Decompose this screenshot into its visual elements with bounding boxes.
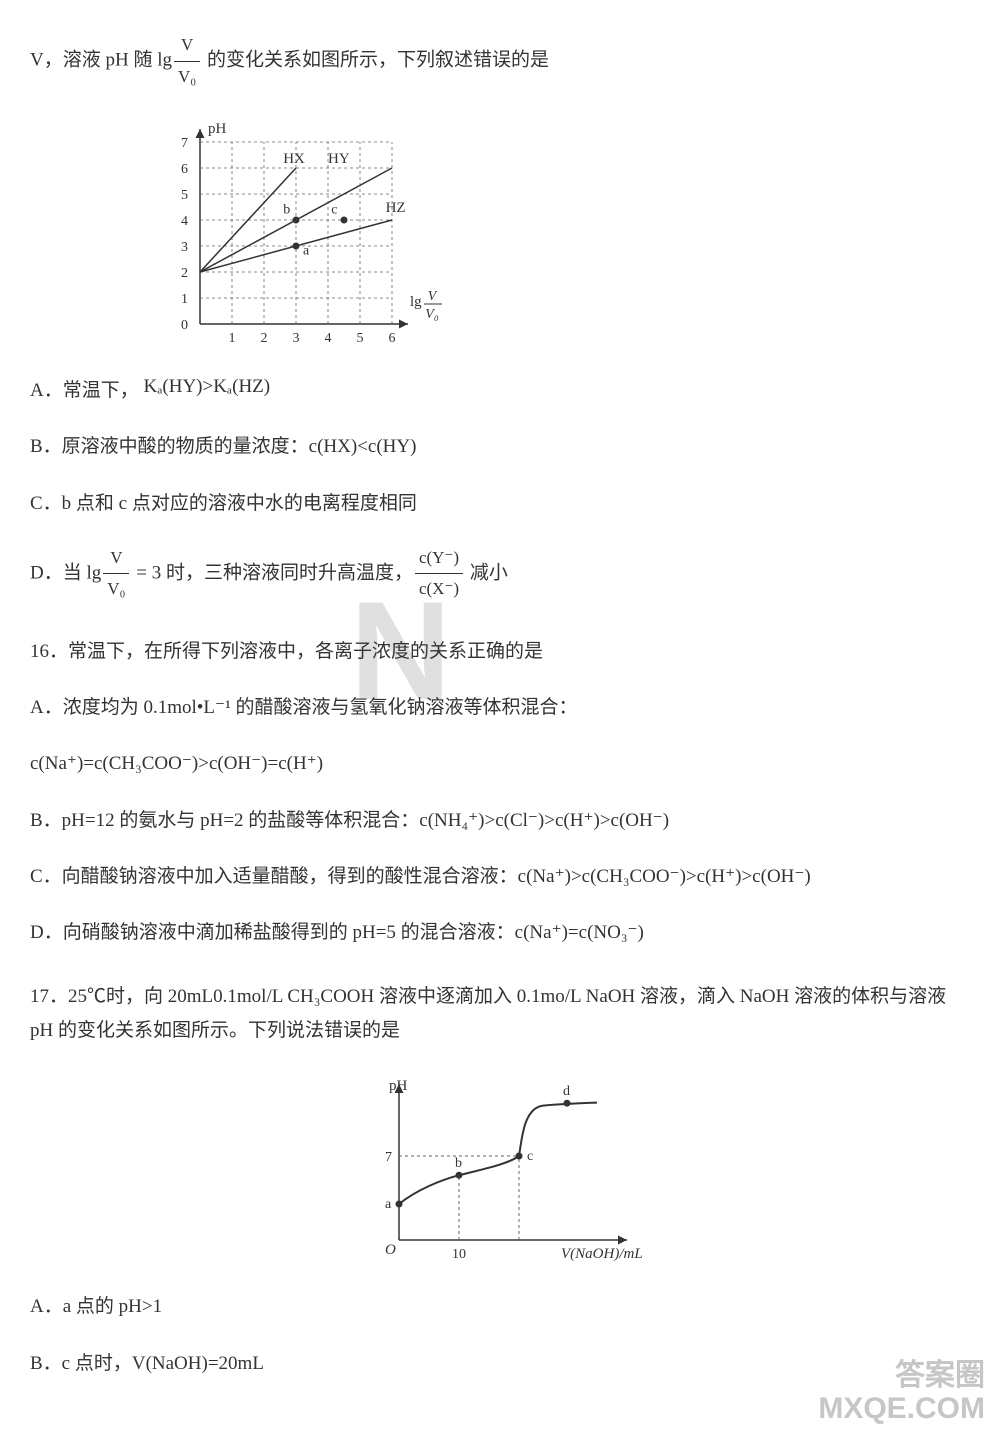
q16-option-d: D．向硝酸钠溶液中滴加稀盐酸得到的 pH=5 的混合溶液：c(Na⁺)=c(NO…: [30, 916, 967, 950]
svg-text:7: 7: [385, 1150, 392, 1165]
q15-optD-frac1-den: V₀: [103, 574, 129, 605]
q15-intro-frac: V V₀: [174, 30, 200, 92]
svg-text:2: 2: [181, 266, 188, 281]
q17-option-a: A．a 点的 pH>1: [30, 1290, 967, 1324]
svg-text:6: 6: [389, 331, 396, 346]
svg-text:1: 1: [181, 292, 188, 307]
q15-option-d: D．当 lg V V₀ = 3 时，三种溶液同时升高温度， c(Y⁻) c(X⁻…: [30, 543, 967, 605]
q17-stem: 17．25℃时，向 20mL0.1mol/L CH₃COOH 溶液中逐滴加入 0…: [30, 980, 967, 1048]
q15-optD-frac2-den: c(X⁻): [415, 574, 463, 605]
svg-text:HY: HY: [328, 151, 350, 167]
svg-text:V₀: V₀: [425, 307, 439, 322]
svg-text:1: 1: [229, 331, 236, 346]
q16-option-a: A．浓度均为 0.1mol•L⁻¹ 的醋酸溶液与氢氧化钠溶液等体积混合：: [30, 691, 967, 725]
q16-stem: 16．常温下，在所得下列溶液中，各离子浓度的关系正确的是: [30, 635, 967, 669]
svg-text:7: 7: [181, 136, 188, 151]
svg-text:d: d: [563, 1085, 570, 1100]
q15-optD-mid: = 3 时，三种溶液同时升高温度，: [131, 562, 412, 583]
q15-intro: V，溶液 pH 随 lg V V₀ 的变化关系如图所示，下列叙述错误的是: [30, 30, 967, 92]
svg-text:b: b: [455, 1157, 462, 1172]
q15-optD-frac1: V V₀: [103, 543, 129, 605]
svg-text:10: 10: [452, 1247, 466, 1262]
q15-option-a: A．常温下， Kₐ(HY)>Kₐ(HZ): [30, 374, 967, 408]
q15-optD-pre: D．当 lg: [30, 562, 101, 583]
q16-option-a-eq: c(Na⁺)=c(CH₃COO⁻)>c(OH⁻)=c(H⁺): [30, 747, 967, 781]
q15-intro-frac-den: V₀: [174, 62, 200, 93]
svg-text:HZ: HZ: [386, 200, 406, 216]
q15-intro-pre: V，溶液 pH 随 lg: [30, 49, 172, 70]
q17-chart: pH V(NaOH)/mL O 7 10 a b c d: [349, 1070, 649, 1270]
q16-option-b: B．pH=12 的氨水与 pH=2 的盐酸等体积混合：c(NH₄⁺)>c(Cl⁻…: [30, 804, 967, 838]
q15-intro-post: 的变化关系如图所示，下列叙述错误的是: [202, 49, 549, 70]
svg-text:HX: HX: [283, 151, 305, 167]
svg-text:a: a: [385, 1197, 392, 1212]
q17-option-b: B．c 点时，V(NaOH)=20mL: [30, 1347, 967, 1381]
q15-optD-frac2: c(Y⁻) c(X⁻): [415, 543, 463, 605]
svg-text:6: 6: [181, 162, 188, 177]
q15-option-b: B．原溶液中酸的物质的量浓度：c(HX)<c(HY): [30, 430, 967, 464]
q15-optA-formula: Kₐ(HY)>Kₐ(HZ): [143, 376, 270, 397]
q15-optA-label: A．常温下，: [30, 380, 139, 401]
svg-text:a: a: [303, 244, 310, 259]
svg-text:V(NaOH)/mL: V(NaOH)/mL: [561, 1246, 643, 1262]
q17-chart-container: pH V(NaOH)/mL O 7 10 a b c d: [30, 1070, 967, 1270]
svg-text:c: c: [331, 203, 337, 218]
svg-text:V: V: [428, 289, 438, 304]
q15-chart-container: 0 1 2 3 4 5 6 7 1 2 3 4 5 6 pH lg V V₀ HX HY HZ b a c: [30, 114, 967, 354]
svg-text:pH: pH: [389, 1078, 408, 1094]
svg-text:4: 4: [181, 214, 188, 229]
q15-option-c: C．b 点和 c 点对应的溶液中水的电离程度相同: [30, 487, 967, 521]
svg-text:pH: pH: [208, 121, 227, 137]
svg-text:c: c: [527, 1149, 533, 1164]
svg-text:3: 3: [181, 240, 188, 255]
q15-optD-frac2-num: c(Y⁻): [415, 543, 463, 575]
svg-text:0: 0: [181, 318, 188, 333]
svg-text:2: 2: [261, 331, 268, 346]
svg-text:O: O: [385, 1242, 396, 1258]
q15-chart: 0 1 2 3 4 5 6 7 1 2 3 4 5 6 pH lg V V₀ HX HY HZ b a c: [160, 114, 480, 354]
svg-text:3: 3: [293, 331, 300, 346]
svg-text:4: 4: [325, 331, 332, 346]
svg-text:5: 5: [357, 331, 364, 346]
q16-option-c: C．向醋酸钠溶液中加入适量醋酸，得到的酸性混合溶液：c(Na⁺)>c(CH₃CO…: [30, 860, 967, 894]
svg-text:5: 5: [181, 188, 188, 203]
watermark-bottom-text: MXQE.COM: [818, 1392, 985, 1425]
q15-intro-frac-num: V: [174, 30, 200, 62]
svg-text:b: b: [283, 203, 290, 218]
q15-optD-frac1-num: V: [103, 543, 129, 575]
svg-text:lg: lg: [410, 294, 422, 310]
q15-optD-post: 减小: [465, 562, 508, 583]
